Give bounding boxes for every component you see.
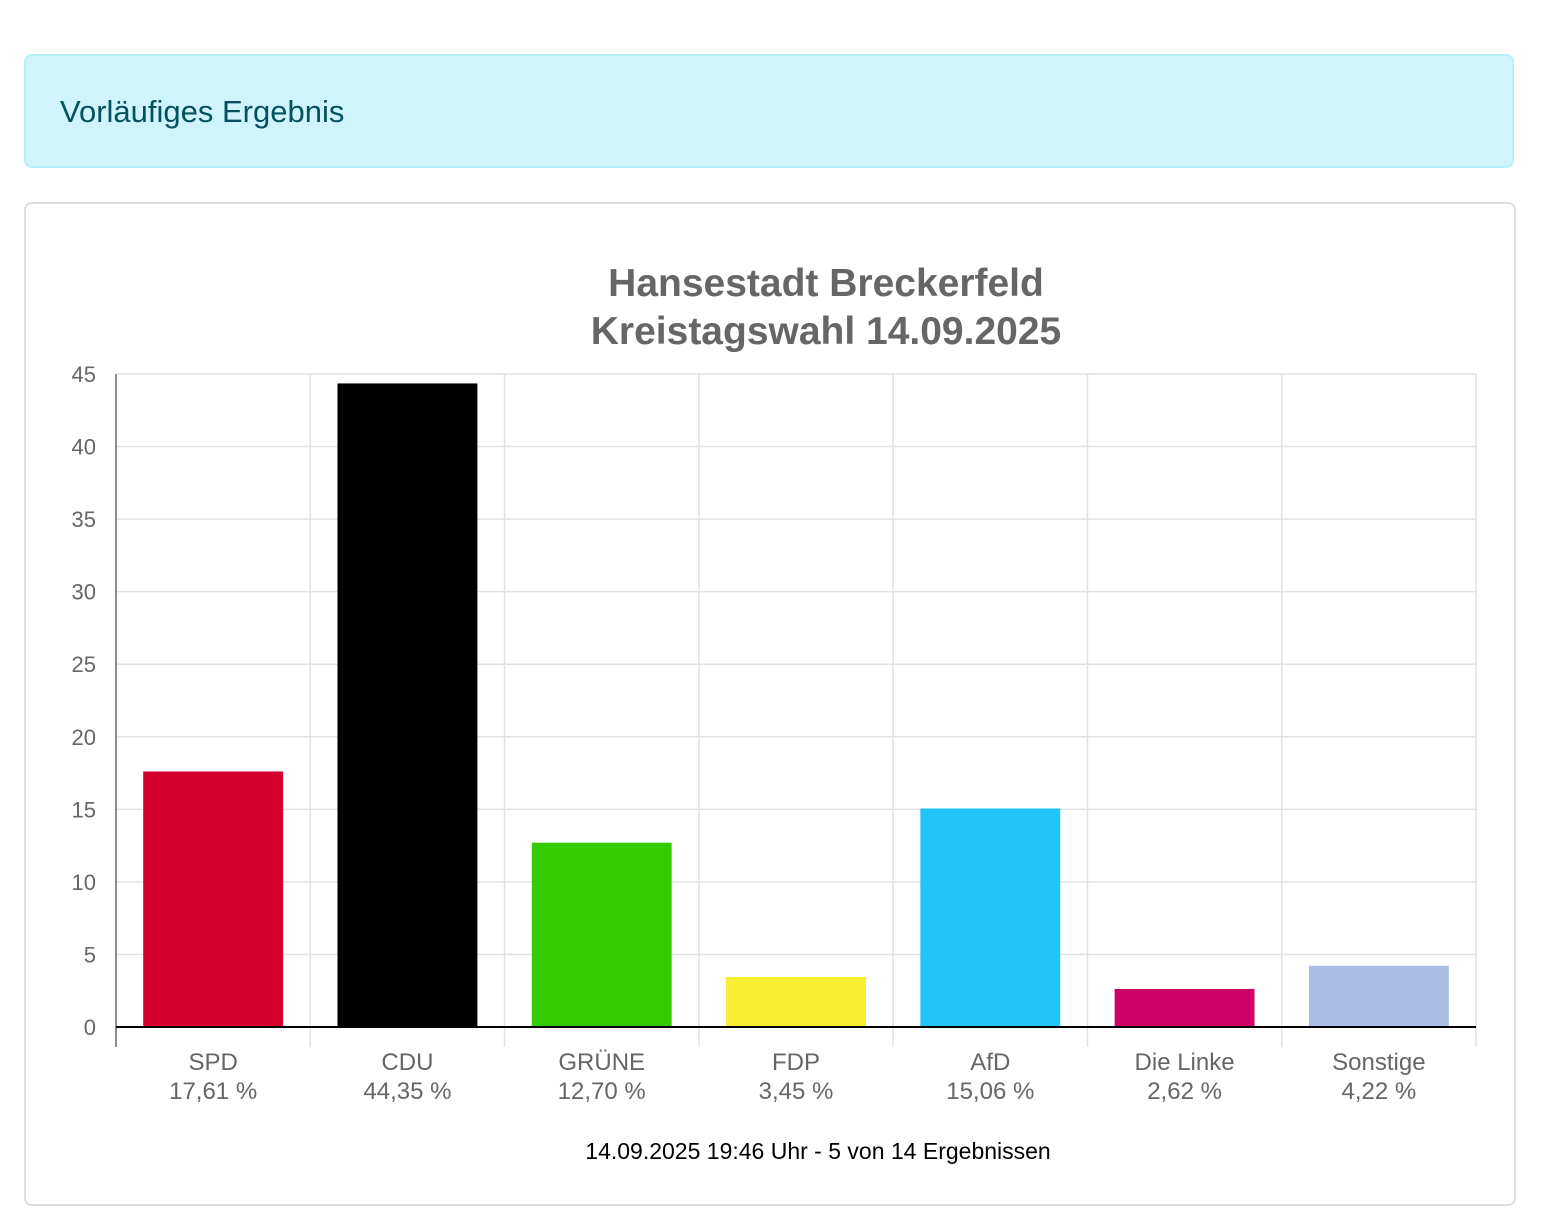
y-tick-label: 5 (84, 942, 96, 967)
bar-die-linke (1114, 988, 1255, 1027)
chart-title-line-2: Kreistagswahl 14.09.2025 (591, 310, 1061, 353)
y-tick-label: 0 (84, 1015, 96, 1040)
y-tick-label: 25 (72, 652, 96, 677)
bar-grüne (531, 842, 672, 1027)
y-tick-label: 15 (72, 797, 96, 822)
alert-text: Vorläufiges Ergebnis (60, 94, 345, 129)
y-tick-label: 20 (72, 725, 96, 750)
y-axis-ticks: 0 5 10 15 20 25 30 35 40 45 (72, 362, 96, 1040)
y-tick-label: 35 (72, 507, 96, 532)
y-tick-label: 40 (72, 435, 96, 460)
bar-cdu (337, 383, 478, 1027)
x-category-label: CDU (381, 1049, 433, 1076)
chart-footer-text: 14.09.2025 19:46 Uhr - 5 von 14 Ergebnis… (585, 1138, 1050, 1164)
x-category-label: AfD (970, 1049, 1010, 1076)
x-value-label: 4,22 % (1341, 1078, 1416, 1105)
x-category-label: Die Linke (1135, 1049, 1235, 1076)
x-category-label: GRÜNE (558, 1049, 645, 1076)
bar-afd (920, 808, 1061, 1027)
x-value-label: 3,45 % (759, 1078, 834, 1105)
chart-title: Hansestadt Breckerfeld Kreistagswahl 14.0… (591, 262, 1061, 353)
chart-axes (115, 374, 1476, 1047)
x-category-label: FDP (772, 1049, 820, 1076)
y-tick-label: 30 (72, 580, 96, 605)
x-value-label: 44,35 % (363, 1078, 451, 1105)
bar-chart: Hansestadt Breckerfeld Kreistagswahl 14.0… (72, 262, 1477, 1164)
chart-footer: 14.09.2025 19:46 Uhr - 5 von 14 Ergebnis… (585, 1138, 1050, 1164)
chart-card: Hansestadt Breckerfeld Kreistagswahl 14.0… (24, 202, 1516, 1206)
chart-bars (143, 383, 1449, 1027)
preliminary-result-alert: Vorläufiges Ergebnis (24, 54, 1514, 168)
bar-sonstige (1308, 965, 1449, 1027)
y-tick-label: 10 (72, 870, 96, 895)
x-value-label: 2,62 % (1147, 1078, 1222, 1105)
x-category-label: Sonstige (1332, 1049, 1425, 1076)
x-category-label: SPD (188, 1049, 237, 1076)
x-value-label: 17,61 % (169, 1078, 257, 1105)
x-value-label: 15,06 % (946, 1078, 1034, 1105)
chart-title-line-1: Hansestadt Breckerfeld (608, 262, 1044, 305)
chart-grid (116, 373, 1477, 1047)
y-tick-label: 45 (72, 362, 96, 387)
bar-spd (143, 771, 284, 1027)
x-value-label: 12,70 % (558, 1078, 646, 1105)
bar-fdp (726, 976, 866, 1027)
